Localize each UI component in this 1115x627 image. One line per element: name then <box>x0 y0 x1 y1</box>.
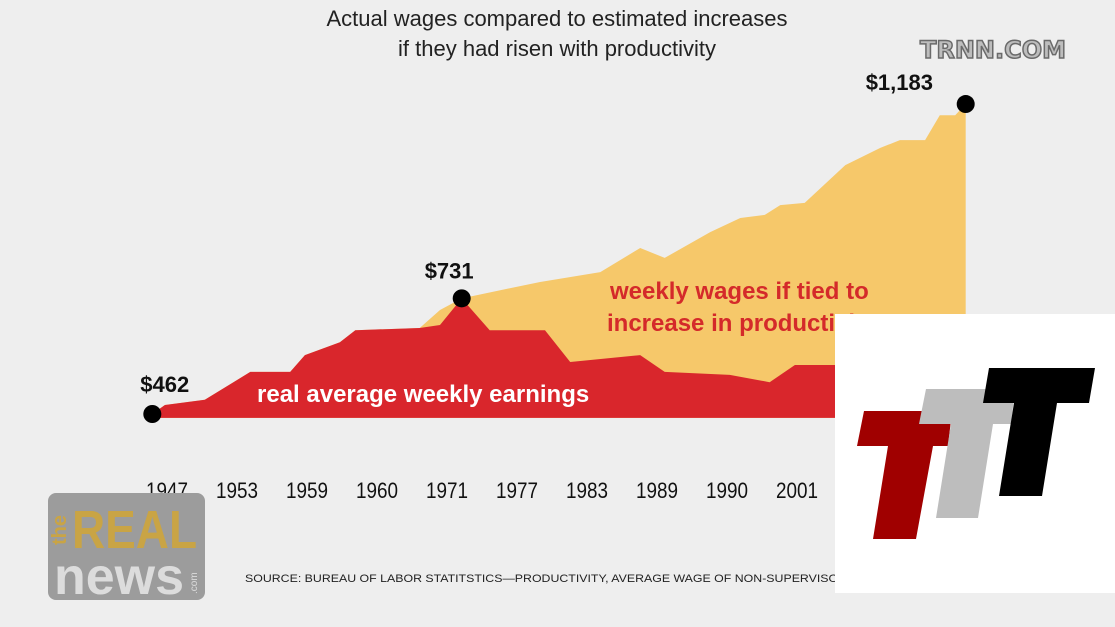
trnn-watermark: TRNN.COM <box>920 36 1066 64</box>
x-tick-label: 1960 <box>356 478 398 503</box>
data-label: $1,183 <box>866 70 933 95</box>
svg-text:.com: .com <box>189 572 200 594</box>
x-tick-label: 1983 <box>566 478 608 503</box>
x-tick-label: 1971 <box>426 478 468 503</box>
data-point-marker <box>452 289 471 308</box>
chart-subtitle: if they had risen with productivity <box>398 36 716 61</box>
x-tick-label: 1953 <box>216 478 258 503</box>
series-label-productivity-line2: increase in productivity <box>607 310 877 337</box>
real-news-logo: the REAL news .com <box>48 493 205 606</box>
chart-title: Actual wages compared to estimated incre… <box>326 6 787 31</box>
source-note: SOURCE: BUREAU OF LABOR STATITSTICS—PROD… <box>245 573 885 585</box>
ttt-gray-t <box>919 389 1015 518</box>
data-point-marker <box>956 95 975 114</box>
ttt-black-t <box>983 368 1095 496</box>
ttt-red-t <box>857 411 952 539</box>
x-tick-label: 1990 <box>706 478 748 503</box>
x-tick-label: 1977 <box>496 478 538 503</box>
data-label: $462 <box>140 372 189 397</box>
svg-text:the: the <box>49 515 71 545</box>
x-tick-label: 1959 <box>286 478 328 503</box>
svg-text:REAL: REAL <box>72 500 197 560</box>
series-label-real-earnings: real average weekly earnings <box>257 381 589 408</box>
series-label-productivity-line1: weekly wages if tied to <box>609 278 869 305</box>
svg-text:news: news <box>54 548 184 606</box>
data-point-marker <box>143 405 162 423</box>
data-label: $731 <box>425 258 474 283</box>
x-tick-label: 1989 <box>636 478 678 503</box>
x-tick-label: 2001 <box>776 478 818 503</box>
ttt-logo <box>835 314 1115 593</box>
series-area-real-earnings <box>152 298 966 418</box>
